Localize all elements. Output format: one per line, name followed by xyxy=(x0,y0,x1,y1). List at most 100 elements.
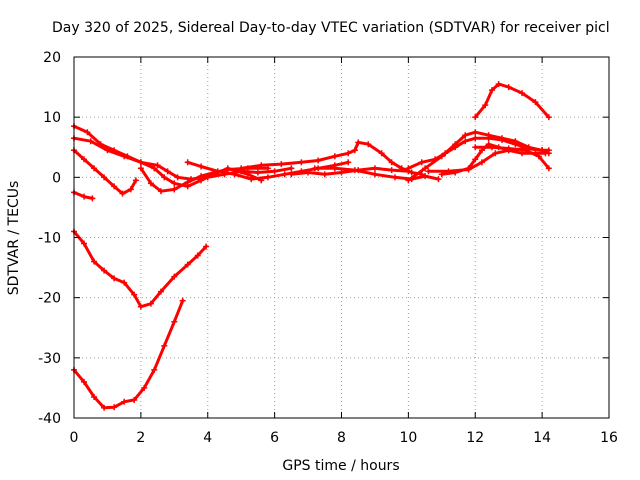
data-point xyxy=(418,159,425,166)
y-tick-label: -20 xyxy=(38,291,61,307)
data-point xyxy=(91,165,98,172)
data-point xyxy=(472,129,479,136)
data-point xyxy=(482,102,489,109)
data-point xyxy=(171,273,178,280)
data-point xyxy=(264,174,271,181)
data-point xyxy=(492,150,499,157)
y-tick-label: 10 xyxy=(43,110,61,126)
data-point xyxy=(472,156,479,163)
data-point xyxy=(81,156,88,163)
x-tick-label: 8 xyxy=(337,430,346,446)
data-point xyxy=(184,159,191,166)
x-axis-label: GPS time / hours xyxy=(282,458,399,474)
y-tick-label: -10 xyxy=(38,231,61,247)
data-point xyxy=(203,243,210,250)
data-point xyxy=(331,165,338,172)
y-tick-label: 0 xyxy=(52,170,61,186)
x-tick-label: 2 xyxy=(136,430,145,446)
data-point xyxy=(392,174,398,181)
data-point xyxy=(305,169,312,176)
data-point xyxy=(522,147,529,154)
data-point xyxy=(311,165,318,172)
data-point xyxy=(298,159,305,166)
data-point xyxy=(101,267,108,274)
series-line-s1 xyxy=(72,299,185,410)
y-tick-label: -30 xyxy=(38,351,61,367)
data-point xyxy=(254,169,261,176)
data-point xyxy=(545,114,552,121)
data-point xyxy=(137,165,144,172)
data-point xyxy=(161,174,168,181)
x-tick-label: 10 xyxy=(399,430,417,446)
series-line-s16 xyxy=(473,82,551,119)
x-tick-label: 6 xyxy=(270,430,279,446)
series-line-s2 xyxy=(72,230,208,309)
data-point xyxy=(111,404,118,411)
data-point xyxy=(462,138,469,145)
data-point xyxy=(147,300,154,307)
data-point xyxy=(179,297,186,304)
data-point xyxy=(472,114,479,121)
data-point xyxy=(198,173,205,180)
y-tick-label: 20 xyxy=(43,50,61,66)
data-point xyxy=(132,177,139,184)
x-tick-label: 12 xyxy=(466,430,484,446)
data-point xyxy=(111,147,118,154)
data-point xyxy=(111,275,118,282)
data-point xyxy=(321,171,328,178)
chart-title: Day 320 of 2025, Sidereal Day-to-day VTE… xyxy=(52,20,610,36)
x-tick-label: 0 xyxy=(70,430,79,446)
data-point xyxy=(345,150,352,157)
data-point xyxy=(248,176,255,183)
data-point xyxy=(137,303,144,310)
data-point xyxy=(408,169,415,176)
data-point xyxy=(121,398,128,405)
data-point xyxy=(157,188,164,195)
data-point xyxy=(365,141,372,148)
data-point xyxy=(91,258,98,265)
data-point xyxy=(512,138,519,145)
data-point xyxy=(194,252,201,259)
data-point xyxy=(495,81,502,88)
data-point xyxy=(485,132,492,139)
data-point xyxy=(315,157,322,164)
data-point xyxy=(119,190,126,197)
data-point xyxy=(499,135,505,142)
data-point xyxy=(351,167,358,174)
series-line-s7 xyxy=(139,166,270,193)
data-point xyxy=(184,261,191,268)
data-point xyxy=(355,139,362,146)
data-point xyxy=(545,165,552,172)
data-point xyxy=(238,165,245,172)
data-point xyxy=(535,153,542,160)
data-point xyxy=(388,167,395,174)
data-point xyxy=(127,186,134,193)
data-point xyxy=(278,161,285,168)
data-point xyxy=(425,168,432,175)
data-point xyxy=(422,173,429,180)
data-point xyxy=(445,168,452,175)
data-point xyxy=(91,393,98,400)
data-point xyxy=(351,147,358,154)
data-point xyxy=(331,153,338,160)
series-layer xyxy=(71,81,552,411)
x-tick-label: 4 xyxy=(203,430,212,446)
data-point xyxy=(288,165,295,172)
y-axis-label: SDTVAR / TECUs xyxy=(6,181,22,296)
data-point xyxy=(121,279,128,286)
data-point xyxy=(545,150,552,157)
data-point xyxy=(87,138,94,145)
series-line-s6 xyxy=(72,124,293,181)
data-point xyxy=(465,166,472,173)
tick-layer: 0 2 4 6 8 10 12 14 16 -40 -30 -20 -10 0 10 20 xyxy=(38,50,618,446)
data-point xyxy=(198,163,205,170)
data-point xyxy=(281,171,288,178)
data-point xyxy=(258,162,265,169)
data-point xyxy=(184,179,191,186)
data-point xyxy=(154,162,161,169)
data-point xyxy=(345,159,352,166)
data-point xyxy=(288,171,295,178)
data-point xyxy=(164,168,171,175)
